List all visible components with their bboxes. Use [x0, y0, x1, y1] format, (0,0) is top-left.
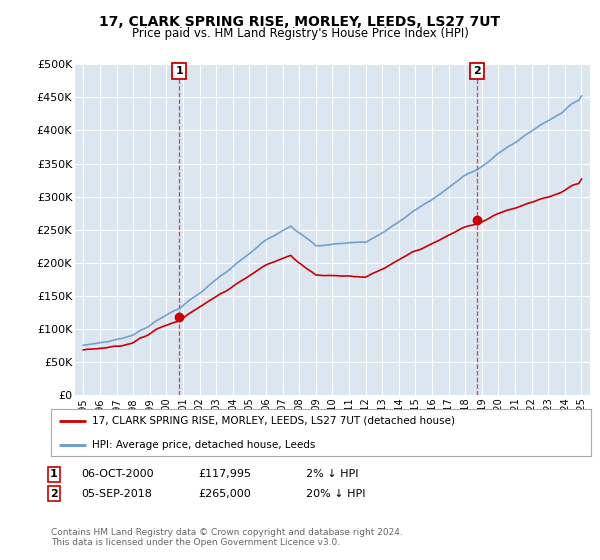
Text: 1: 1: [175, 66, 183, 76]
Text: 1: 1: [50, 469, 58, 479]
Text: HPI: Average price, detached house, Leeds: HPI: Average price, detached house, Leed…: [91, 440, 315, 450]
Text: 06-OCT-2000: 06-OCT-2000: [81, 469, 154, 479]
Text: Contains HM Land Registry data © Crown copyright and database right 2024.
This d: Contains HM Land Registry data © Crown c…: [51, 528, 403, 547]
Text: 05-SEP-2018: 05-SEP-2018: [81, 489, 152, 499]
Text: 17, CLARK SPRING RISE, MORLEY, LEEDS, LS27 7UT: 17, CLARK SPRING RISE, MORLEY, LEEDS, LS…: [100, 15, 500, 29]
Text: 2: 2: [473, 66, 481, 76]
Text: 2% ↓ HPI: 2% ↓ HPI: [306, 469, 359, 479]
Text: 17, CLARK SPRING RISE, MORLEY, LEEDS, LS27 7UT (detached house): 17, CLARK SPRING RISE, MORLEY, LEEDS, LS…: [91, 416, 455, 426]
Text: £265,000: £265,000: [198, 489, 251, 499]
Text: 20% ↓ HPI: 20% ↓ HPI: [306, 489, 365, 499]
Text: £117,995: £117,995: [198, 469, 251, 479]
Text: 2: 2: [50, 489, 58, 499]
Text: Price paid vs. HM Land Registry's House Price Index (HPI): Price paid vs. HM Land Registry's House …: [131, 27, 469, 40]
